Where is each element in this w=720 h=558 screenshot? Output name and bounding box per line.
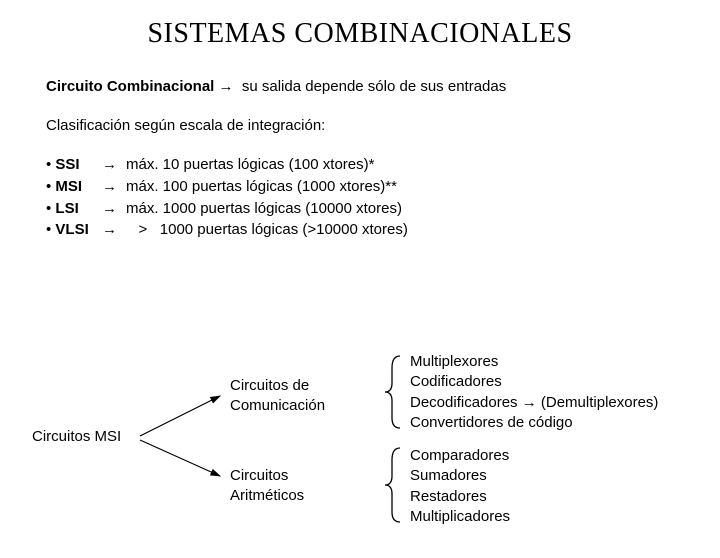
scale-name: SSI bbox=[55, 156, 79, 173]
scale-name: VLSI bbox=[55, 221, 88, 238]
list-item: • SSI → máx. 10 puertas lógicas (100 xto… bbox=[46, 154, 674, 176]
scale-name: LSI bbox=[55, 200, 78, 217]
branch-line: Circuitos bbox=[230, 467, 288, 484]
arrow-icon: → bbox=[102, 219, 126, 241]
arrow-icon: → bbox=[219, 78, 234, 95]
tree-root-label: Circuitos MSI bbox=[32, 428, 121, 445]
example-item: Multiplexores bbox=[410, 352, 658, 372]
list-item: • VLSI → > 1000 puertas lógicas (>10000 … bbox=[46, 219, 674, 241]
scale-desc: > 1000 puertas lógicas (>10000 xtores) bbox=[126, 219, 674, 241]
branch-communication: Circuitos de Comunicación bbox=[230, 376, 325, 415]
classification-list: • SSI → máx. 10 puertas lógicas (100 xto… bbox=[46, 154, 674, 241]
bullet-icon: • bbox=[46, 200, 55, 217]
definition-desc: su salida depende sólo de sus entradas bbox=[242, 78, 506, 95]
example-item: Comparadores bbox=[410, 446, 510, 466]
branch-line: Aritméticos bbox=[230, 487, 304, 504]
scale-desc: máx. 100 puertas lógicas (1000 xtores)** bbox=[126, 176, 674, 198]
scale-name: MSI bbox=[55, 178, 82, 195]
branch-line: Comunicación bbox=[230, 397, 325, 414]
branch-line: Circuitos de bbox=[230, 377, 309, 394]
bullet-icon: • bbox=[46, 156, 55, 173]
arrow-icon: → bbox=[102, 198, 126, 220]
scale-desc: máx. 10 puertas lógicas (100 xtores)* bbox=[126, 154, 674, 176]
arithmetic-examples: Comparadores Sumadores Restadores Multip… bbox=[410, 446, 510, 527]
example-item: Codificadores bbox=[410, 372, 658, 392]
page-title: SISTEMAS COMBINACIONALES bbox=[0, 18, 720, 50]
list-item: • MSI → máx. 100 puertas lógicas (1000 x… bbox=[46, 176, 674, 198]
example-item: Decodificadores → (Demultiplexores) bbox=[410, 393, 658, 413]
classification-heading: Clasificación según escala de integració… bbox=[46, 117, 674, 134]
communication-examples: Multiplexores Codificadores Decodificado… bbox=[410, 352, 658, 433]
arrow-icon: → bbox=[102, 176, 126, 198]
example-item: Convertidores de código bbox=[410, 413, 658, 433]
example-item: Restadores bbox=[410, 487, 510, 507]
branch-arithmetic: Circuitos Aritméticos bbox=[230, 466, 304, 505]
list-item: • LSI → máx. 1000 puertas lógicas (10000… bbox=[46, 198, 674, 220]
example-item: Multiplicadores bbox=[410, 507, 510, 527]
bullet-icon: • bbox=[46, 178, 55, 195]
bullet-icon: • bbox=[46, 221, 55, 238]
arrow-icon: → bbox=[102, 154, 126, 176]
scale-desc: máx. 1000 puertas lógicas (10000 xtores) bbox=[126, 198, 674, 220]
example-item: Sumadores bbox=[410, 466, 510, 486]
definition-term: Circuito Combinacional bbox=[46, 78, 214, 95]
definition-line: Circuito Combinacional → su salida depen… bbox=[46, 78, 674, 95]
